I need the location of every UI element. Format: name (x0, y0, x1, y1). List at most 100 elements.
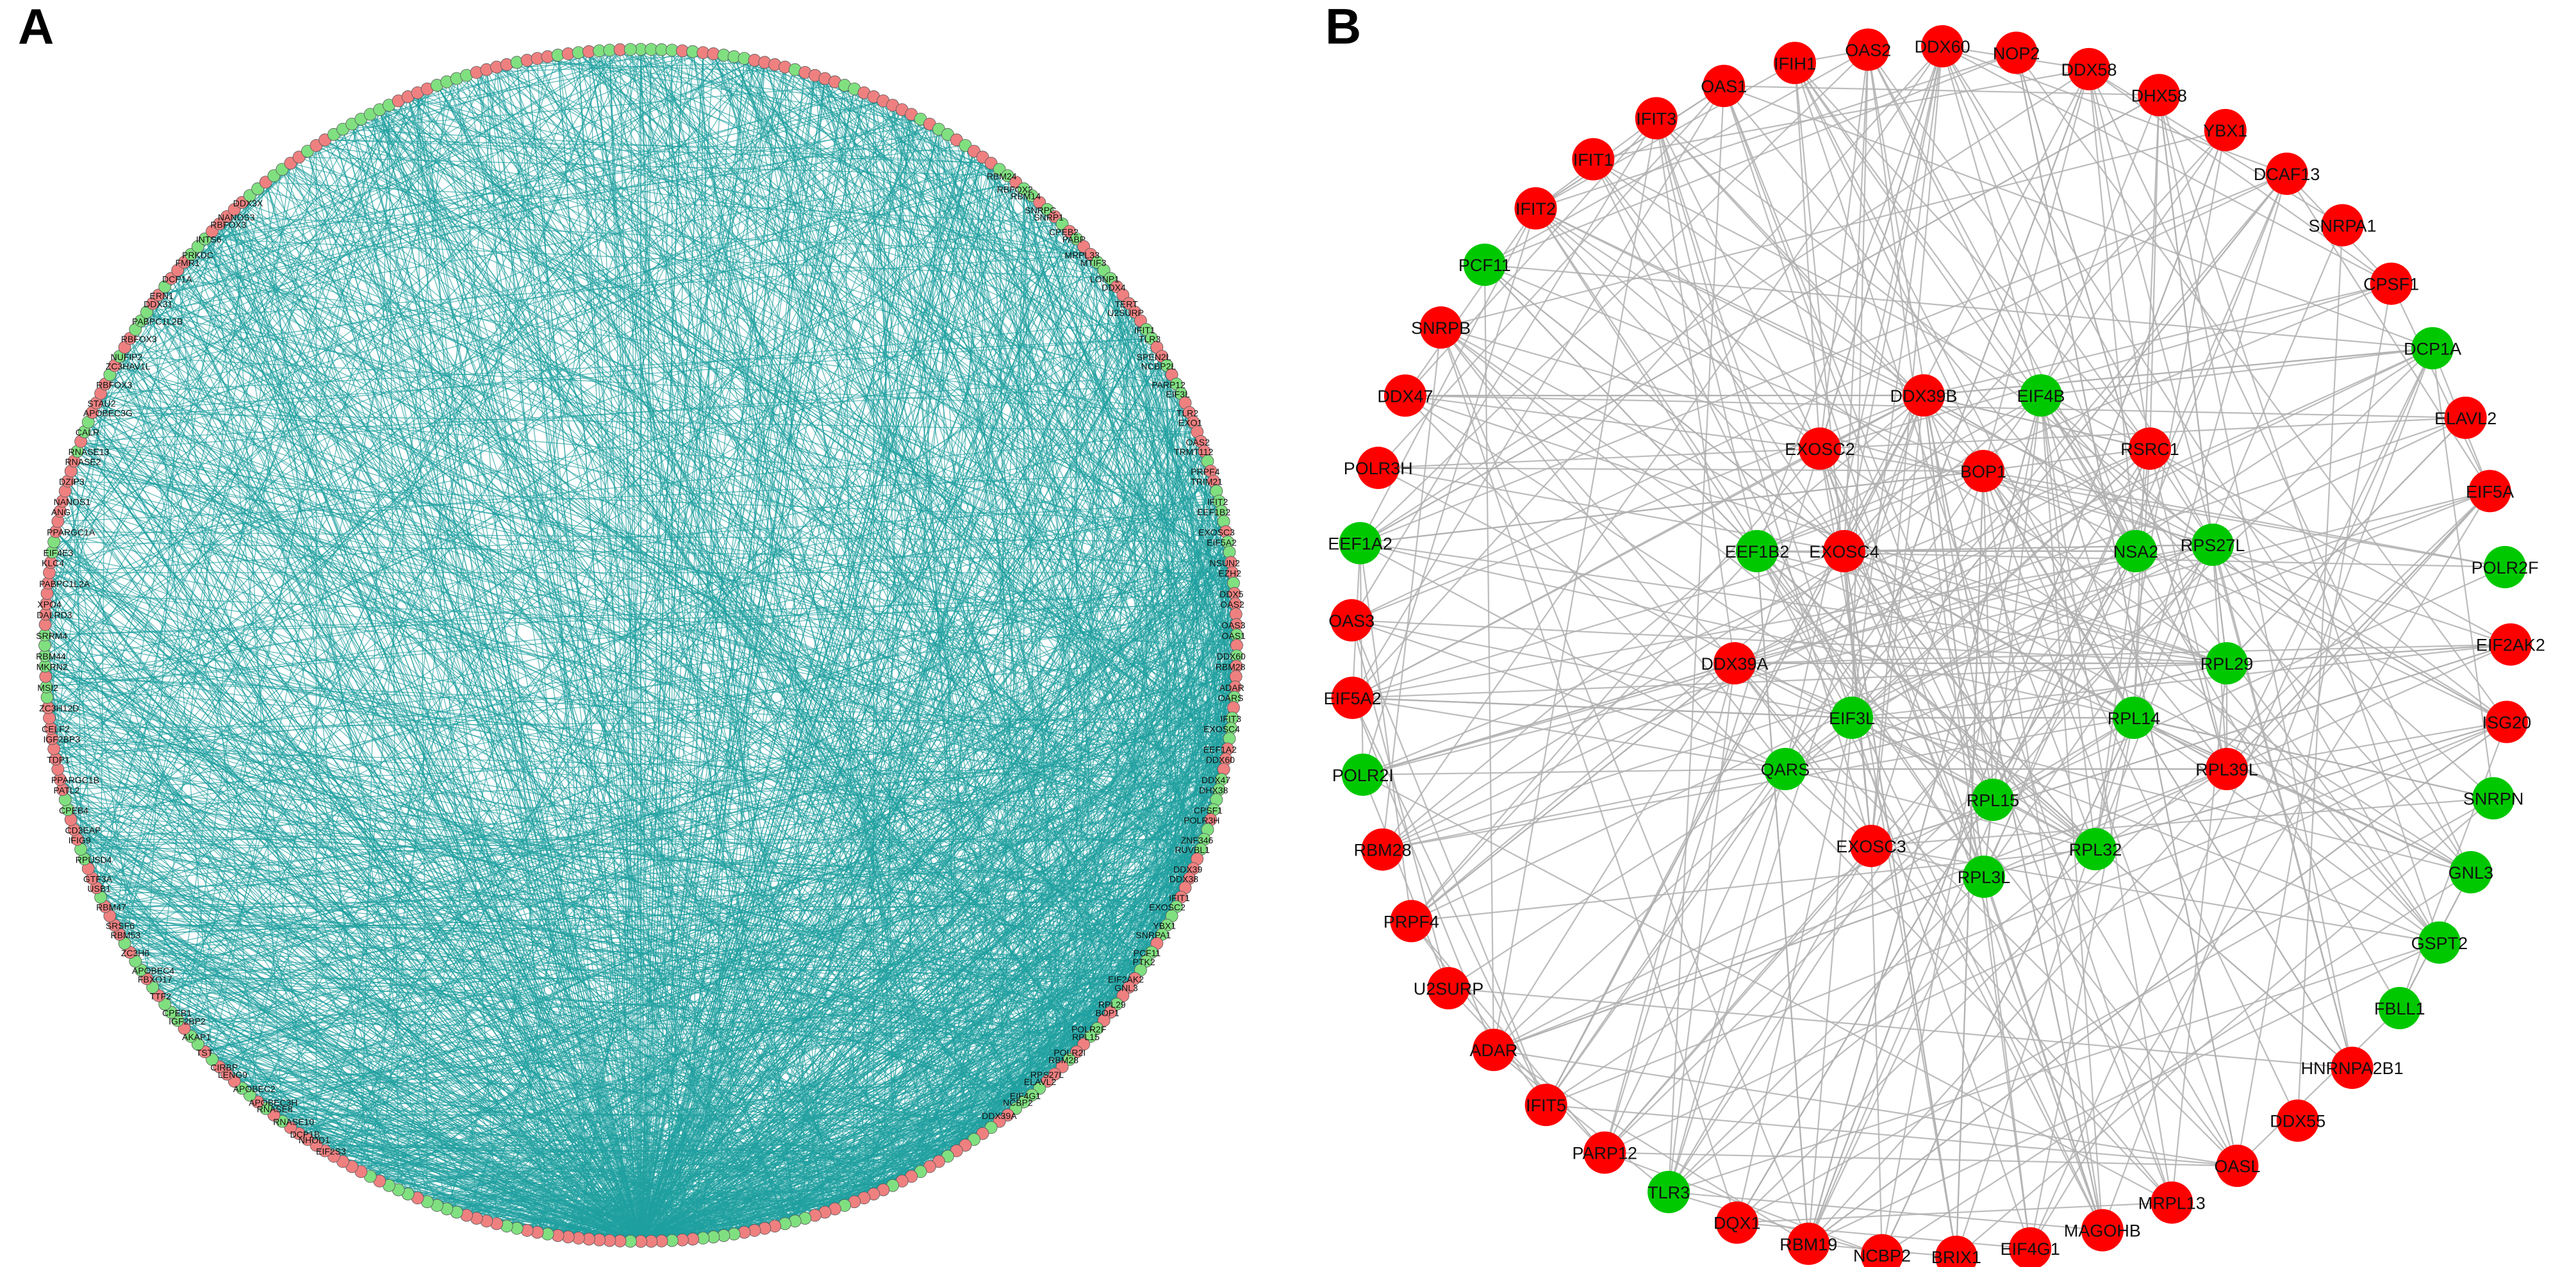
panel-a-node-label: NHOD1 (299, 1135, 330, 1145)
panel-a-edge (45, 686, 641, 1242)
panel-a-edge (100, 393, 409, 1195)
panel-b-node-circle (1339, 522, 1382, 565)
panel-a-node-label: USB1 (87, 883, 111, 893)
panel-a-edge (342, 1161, 631, 1242)
panel-a-node-label: ERN1 (150, 290, 174, 301)
panel-b-node-circle (2331, 1047, 2374, 1089)
panel-a-edge (588, 51, 1235, 594)
panel-b-node: IFIH1 (1774, 42, 1816, 85)
panel-a-edge (152, 986, 641, 1242)
panel-a-edge (234, 952, 1152, 1082)
panel-a-edge (640, 224, 1063, 1242)
panel-a-edge (45, 603, 428, 1202)
panel-a-edge (417, 92, 600, 1240)
panel-a-edge (640, 412, 1190, 1242)
panel-b-edge (1655, 117, 2440, 943)
panel-a-edge (47, 124, 930, 584)
panel-a-edge (1122, 603, 1236, 996)
panel-b-network: B DDX60 NOP2 DDX58 DHX58 YBX1 DCAF13 SNRPA1 CPS… (1288, 0, 2576, 1267)
panel-a-edge (1161, 356, 1230, 739)
panel-a-edge (599, 51, 641, 1242)
panel-a-node-label: POLR2F (1071, 1024, 1106, 1034)
panel-a-edge (902, 109, 1230, 739)
panel-b-node-circle (2138, 74, 2181, 117)
panel-a-node-label: APOBEC4 (132, 966, 174, 976)
panel-b-edge (2133, 716, 2494, 799)
panel-b-edge (2133, 717, 2472, 874)
panel-a-edge (49, 501, 1219, 574)
panel-b-node: RPL32 (2069, 828, 2122, 870)
panel-a-edge (183, 104, 390, 1029)
panel-a-edge (702, 374, 1173, 1239)
panel-b-node: EIF5A (2466, 470, 2514, 513)
panel-a-edge (45, 431, 1198, 667)
panel-a-edge (408, 96, 1211, 820)
panel-b-node: ELAVL2 (2434, 396, 2497, 439)
panel-b-edge (1592, 158, 1924, 396)
panel-b-node-label: RPL3L (1958, 868, 2011, 887)
panel-a-node-label: RBM28 (1048, 1055, 1078, 1065)
panel-a-edge (190, 254, 1228, 750)
panel-b-edge (1794, 62, 2151, 449)
panel-b-node-circle (1383, 374, 1426, 417)
panel-a-edge (795, 157, 984, 1221)
panel-a-edge (170, 278, 663, 1241)
panel-b-edge (1405, 395, 2173, 1204)
panel-a-node-label: EXOSC2 (1149, 902, 1185, 913)
panel-b-node: DQX1 (1713, 1201, 1760, 1244)
panel-b-node-circle (2020, 374, 2062, 417)
panel-a-node-label: OARS (1218, 693, 1244, 703)
panel-b-edge (1655, 118, 1736, 664)
panel-a-edge (51, 717, 1233, 729)
panel-b-edge (1983, 470, 2507, 723)
panel-b-node-label: POLR2I (1332, 766, 1394, 785)
panel-a-edge (44, 634, 641, 1242)
panel-a-edge (1054, 216, 1205, 452)
panel-a-edge (211, 231, 1232, 563)
panel-a-edge (650, 49, 1111, 1013)
panel-a-edge (47, 707, 641, 1242)
panel-a-node-label: KLC4 (42, 558, 64, 568)
panel-b-node-label: NSA2 (2113, 542, 2159, 561)
panel-a-edge (640, 231, 1070, 1242)
panel-b-node-circle (1715, 1201, 1758, 1244)
panel-b-edge (2133, 717, 2440, 943)
panel-b-node-circle (1935, 1236, 1977, 1267)
panel-a-node-label: EIF2S3 (316, 1147, 346, 1157)
panel-b-node: EEF1B2 (1725, 530, 1789, 572)
panel-b-edge (1819, 49, 1869, 449)
panel-a-edge (650, 329, 1147, 1242)
panel-b-edge (1737, 797, 2494, 1223)
panel-a-edge (814, 75, 1225, 770)
panel-a-node-label: SNRP1 (1034, 212, 1064, 222)
panel-a-edge (882, 952, 1152, 1191)
panel-a-edge (50, 562, 957, 1152)
panel-a-edge (114, 365, 621, 1241)
panel-b-node-label: RPS27L (2181, 536, 2245, 555)
panel-b-node: IFIT1 (1572, 138, 1615, 181)
panel-b-edge (1723, 85, 2173, 1203)
panel-a-edge (96, 402, 1098, 1029)
panel-b-node-circle (1635, 97, 1678, 140)
panel-b-edge (1867, 49, 2042, 396)
panel-a-edge (882, 572, 1233, 1190)
panel-a-edge (46, 686, 1222, 780)
panel-b-node-label: EIF5A (2466, 482, 2514, 501)
panel-b-edge (1441, 327, 2472, 874)
panel-a-edge (119, 809, 1214, 935)
panel-a-edge (104, 906, 795, 1221)
panel-a-edge (65, 490, 796, 1221)
panel-b-edge (1382, 46, 1944, 850)
panel-a-node-label: RUVBL1 (1175, 845, 1210, 855)
panel-a-node-label: IGF2BP3 (43, 734, 80, 744)
panel-a-edge (999, 169, 1009, 1115)
panel-b-edge (1535, 208, 1924, 396)
panel-a-edge (307, 49, 641, 1140)
panel-a-edge (119, 356, 663, 1241)
panel-a-node-label: NANOS1 (54, 497, 91, 507)
panel-b-edge (1982, 470, 1994, 800)
panel-b-edge (1382, 470, 1984, 850)
panel-a-edge (1062, 224, 1237, 656)
panel-a-edge (65, 490, 724, 1236)
panel-a-node-label: RPL29 (1098, 1000, 1126, 1010)
